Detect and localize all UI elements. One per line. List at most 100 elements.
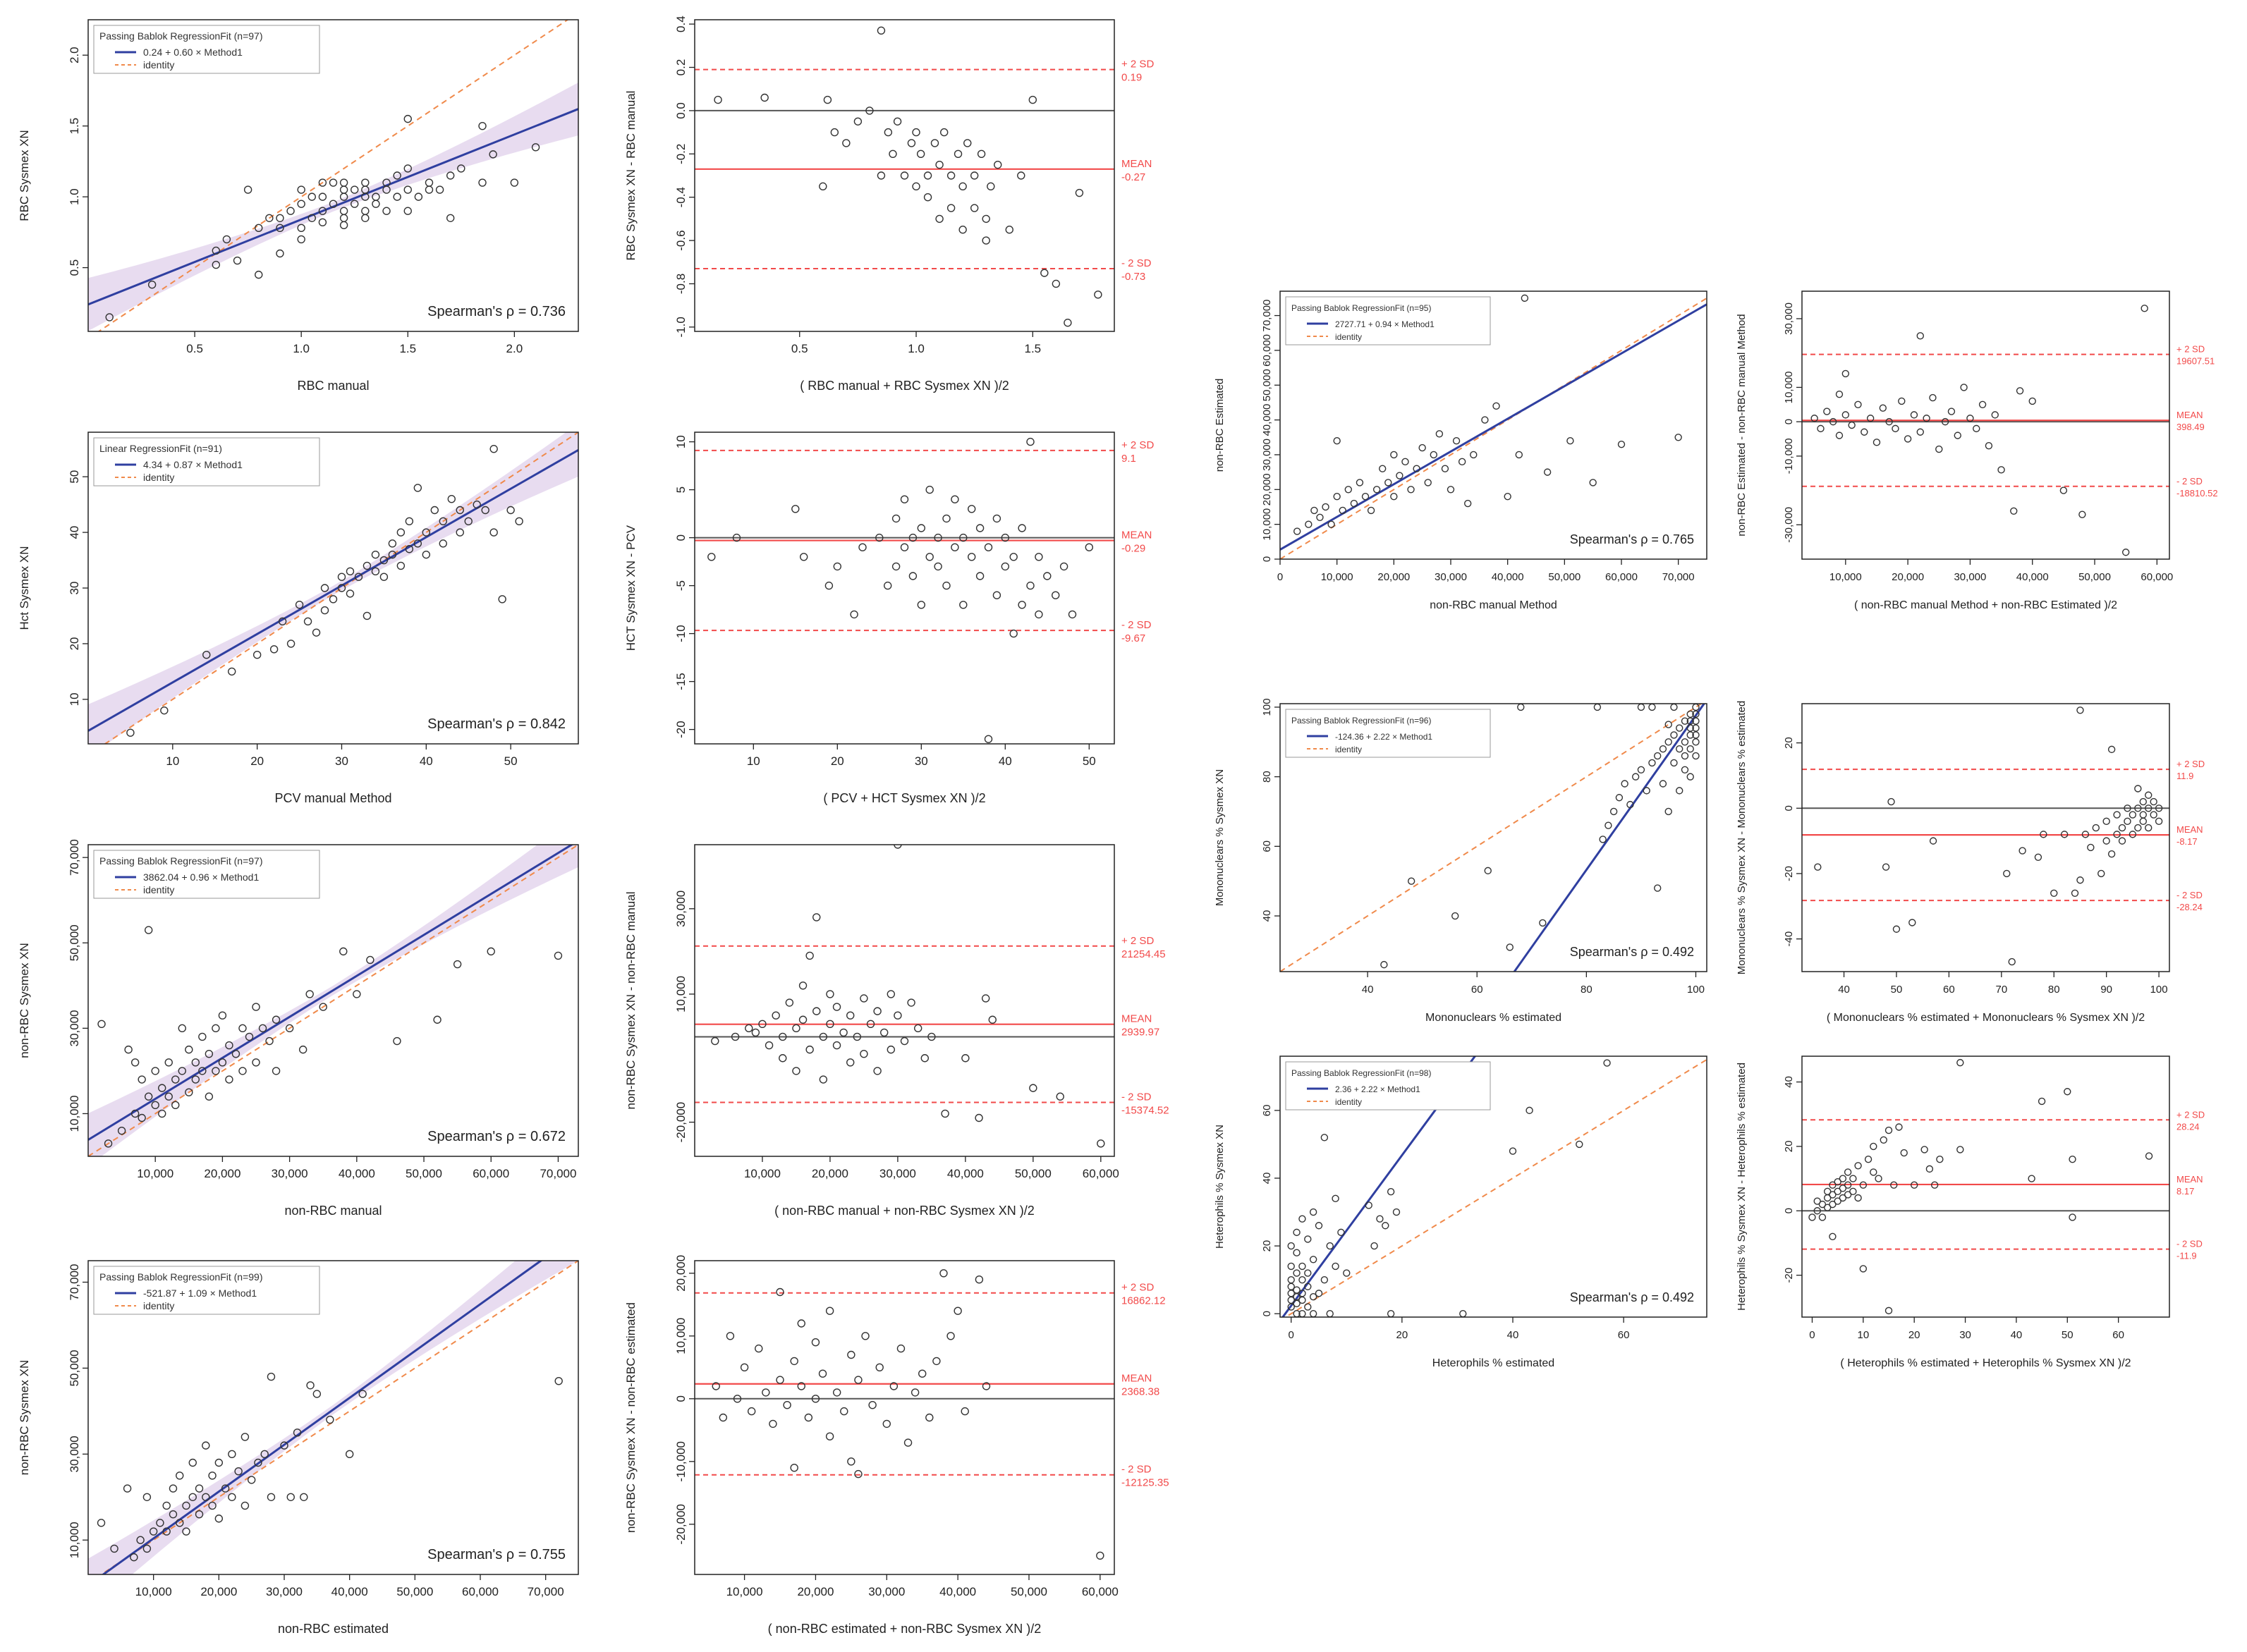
data-point (1956, 1058, 1964, 1067)
data-point (927, 1032, 936, 1041)
x-tick-label: 60 (2112, 1329, 2124, 1341)
data-point (240, 1433, 250, 1441)
data-point (478, 121, 487, 130)
plot-nr-method-reg: 0 10,000 20,000 30,000 40,000 50,000 60,000 70,… (1214, 290, 1707, 611)
data-point (388, 539, 397, 548)
data-point (329, 178, 338, 187)
data-point (1380, 960, 1388, 969)
y-tick-label: -1.0 (674, 317, 688, 337)
x-tick-label: 50 (1083, 754, 1096, 768)
data-point (1670, 704, 1678, 711)
x-tick-label: 40 (999, 754, 1012, 768)
data-point (811, 1395, 820, 1403)
data-point (912, 182, 920, 191)
plot-rbc-ba: 0.5 1.0 1.5 -1.0 -0.8 -0.6 -0.4 -0.2 0.0 0.2 0.4 ( … (624, 16, 1154, 393)
y-axis-label: Hct Sysmex XN (18, 546, 31, 630)
data-point (312, 1390, 322, 1398)
data-point (1861, 428, 1868, 436)
plot-area (88, 20, 578, 331)
data-point (934, 562, 942, 571)
y-tick-label: 60,000 (1261, 334, 1273, 367)
x-tick-label: 40,000 (339, 1167, 375, 1180)
data-point (889, 1382, 899, 1390)
data-point (731, 1032, 740, 1041)
data-point (1361, 492, 1370, 501)
data-point (1686, 773, 1694, 781)
spearman-label: Spearman's ρ = 0.765 (1570, 532, 1694, 546)
x-tick-label: 90 (2100, 984, 2112, 996)
data-point (1096, 1551, 1104, 1560)
y-tick-label: -20 (1783, 1268, 1795, 1283)
data-point (1441, 465, 1449, 472)
y-tick-label: 40,000 (1261, 404, 1273, 436)
x-tick-label: 1.0 (908, 342, 925, 355)
plot-hetero-reg: 0 20 40 60 0 20 40 60 Heterophils % estimated Het… (1214, 1056, 1707, 1369)
data-point (1674, 434, 1682, 441)
data-point (1484, 867, 1492, 875)
data-point (2078, 510, 2086, 518)
data-point (346, 567, 355, 576)
data-point (1829, 1200, 1837, 1209)
data-point (403, 185, 412, 194)
data-point (920, 1054, 929, 1063)
y-tick-label: 0.2 (674, 59, 688, 76)
data-point (1834, 1187, 1841, 1196)
legend-title: Linear RegressionFit (n=91) (99, 443, 222, 454)
data-point (2064, 1088, 2071, 1096)
data-point (975, 572, 985, 580)
data-point (130, 1058, 140, 1067)
data-point (425, 178, 434, 187)
data-point (1884, 1126, 1893, 1134)
data-point (212, 260, 221, 269)
data-point (234, 1467, 243, 1476)
x-axis-label: PCV manual Method (274, 791, 391, 805)
data-point (988, 1015, 997, 1024)
data-point (393, 192, 401, 201)
y-tick-label: 40 (1261, 1173, 1273, 1185)
data-point (907, 139, 916, 147)
data-point (176, 1519, 184, 1527)
data-point (104, 1139, 113, 1148)
data-point (318, 207, 327, 215)
plot-frame (694, 432, 1115, 745)
x-tick-label: 10,000 (726, 1585, 763, 1598)
data-point (272, 1015, 281, 1024)
data-point (866, 1020, 875, 1029)
data-point (1543, 468, 1552, 476)
data-point (825, 1307, 834, 1315)
y-tick-label: 50 (68, 470, 81, 484)
data-point (306, 1381, 315, 1390)
data-point (893, 117, 902, 126)
x-tick-label: 20,000 (1377, 571, 1410, 583)
data-point (422, 550, 431, 559)
plot-area (88, 432, 578, 744)
data-point (1333, 492, 1341, 501)
legend-identity-label: identity (1335, 1097, 1362, 1107)
y-axis-label: Heterophils % Sysmex XN - Heterophils % … (1736, 1063, 1748, 1311)
y-tick-label: 0 (1783, 1208, 1795, 1213)
data-point (733, 1395, 742, 1403)
data-point (214, 1515, 224, 1523)
x-tick-label: 100 (2150, 984, 2168, 996)
data-point (1686, 724, 1694, 732)
regression-line (1280, 303, 1707, 551)
mean-value: -8.17 (2176, 836, 2198, 847)
data-point (2040, 831, 2047, 838)
x-tick-label: 50 (504, 754, 518, 768)
data-point (265, 214, 274, 222)
data-point (755, 1344, 763, 1353)
data-point (457, 164, 465, 173)
data-point (1566, 437, 1574, 445)
x-tick-label: 10 (1857, 1329, 1869, 1341)
data-point (900, 495, 909, 503)
data-point (1350, 499, 1358, 508)
data-point (882, 1419, 891, 1428)
data-point (1390, 451, 1398, 459)
data-point (925, 553, 934, 561)
chart-mono-reg: 40 60 80 100 40 60 80 100 Mononuclears % estimat… (1199, 684, 1721, 1036)
data-point (1643, 787, 1650, 795)
data-point (361, 178, 370, 187)
regression-line (101, 1261, 543, 1574)
data-point (1315, 1222, 1323, 1230)
data-point (1387, 1188, 1395, 1196)
